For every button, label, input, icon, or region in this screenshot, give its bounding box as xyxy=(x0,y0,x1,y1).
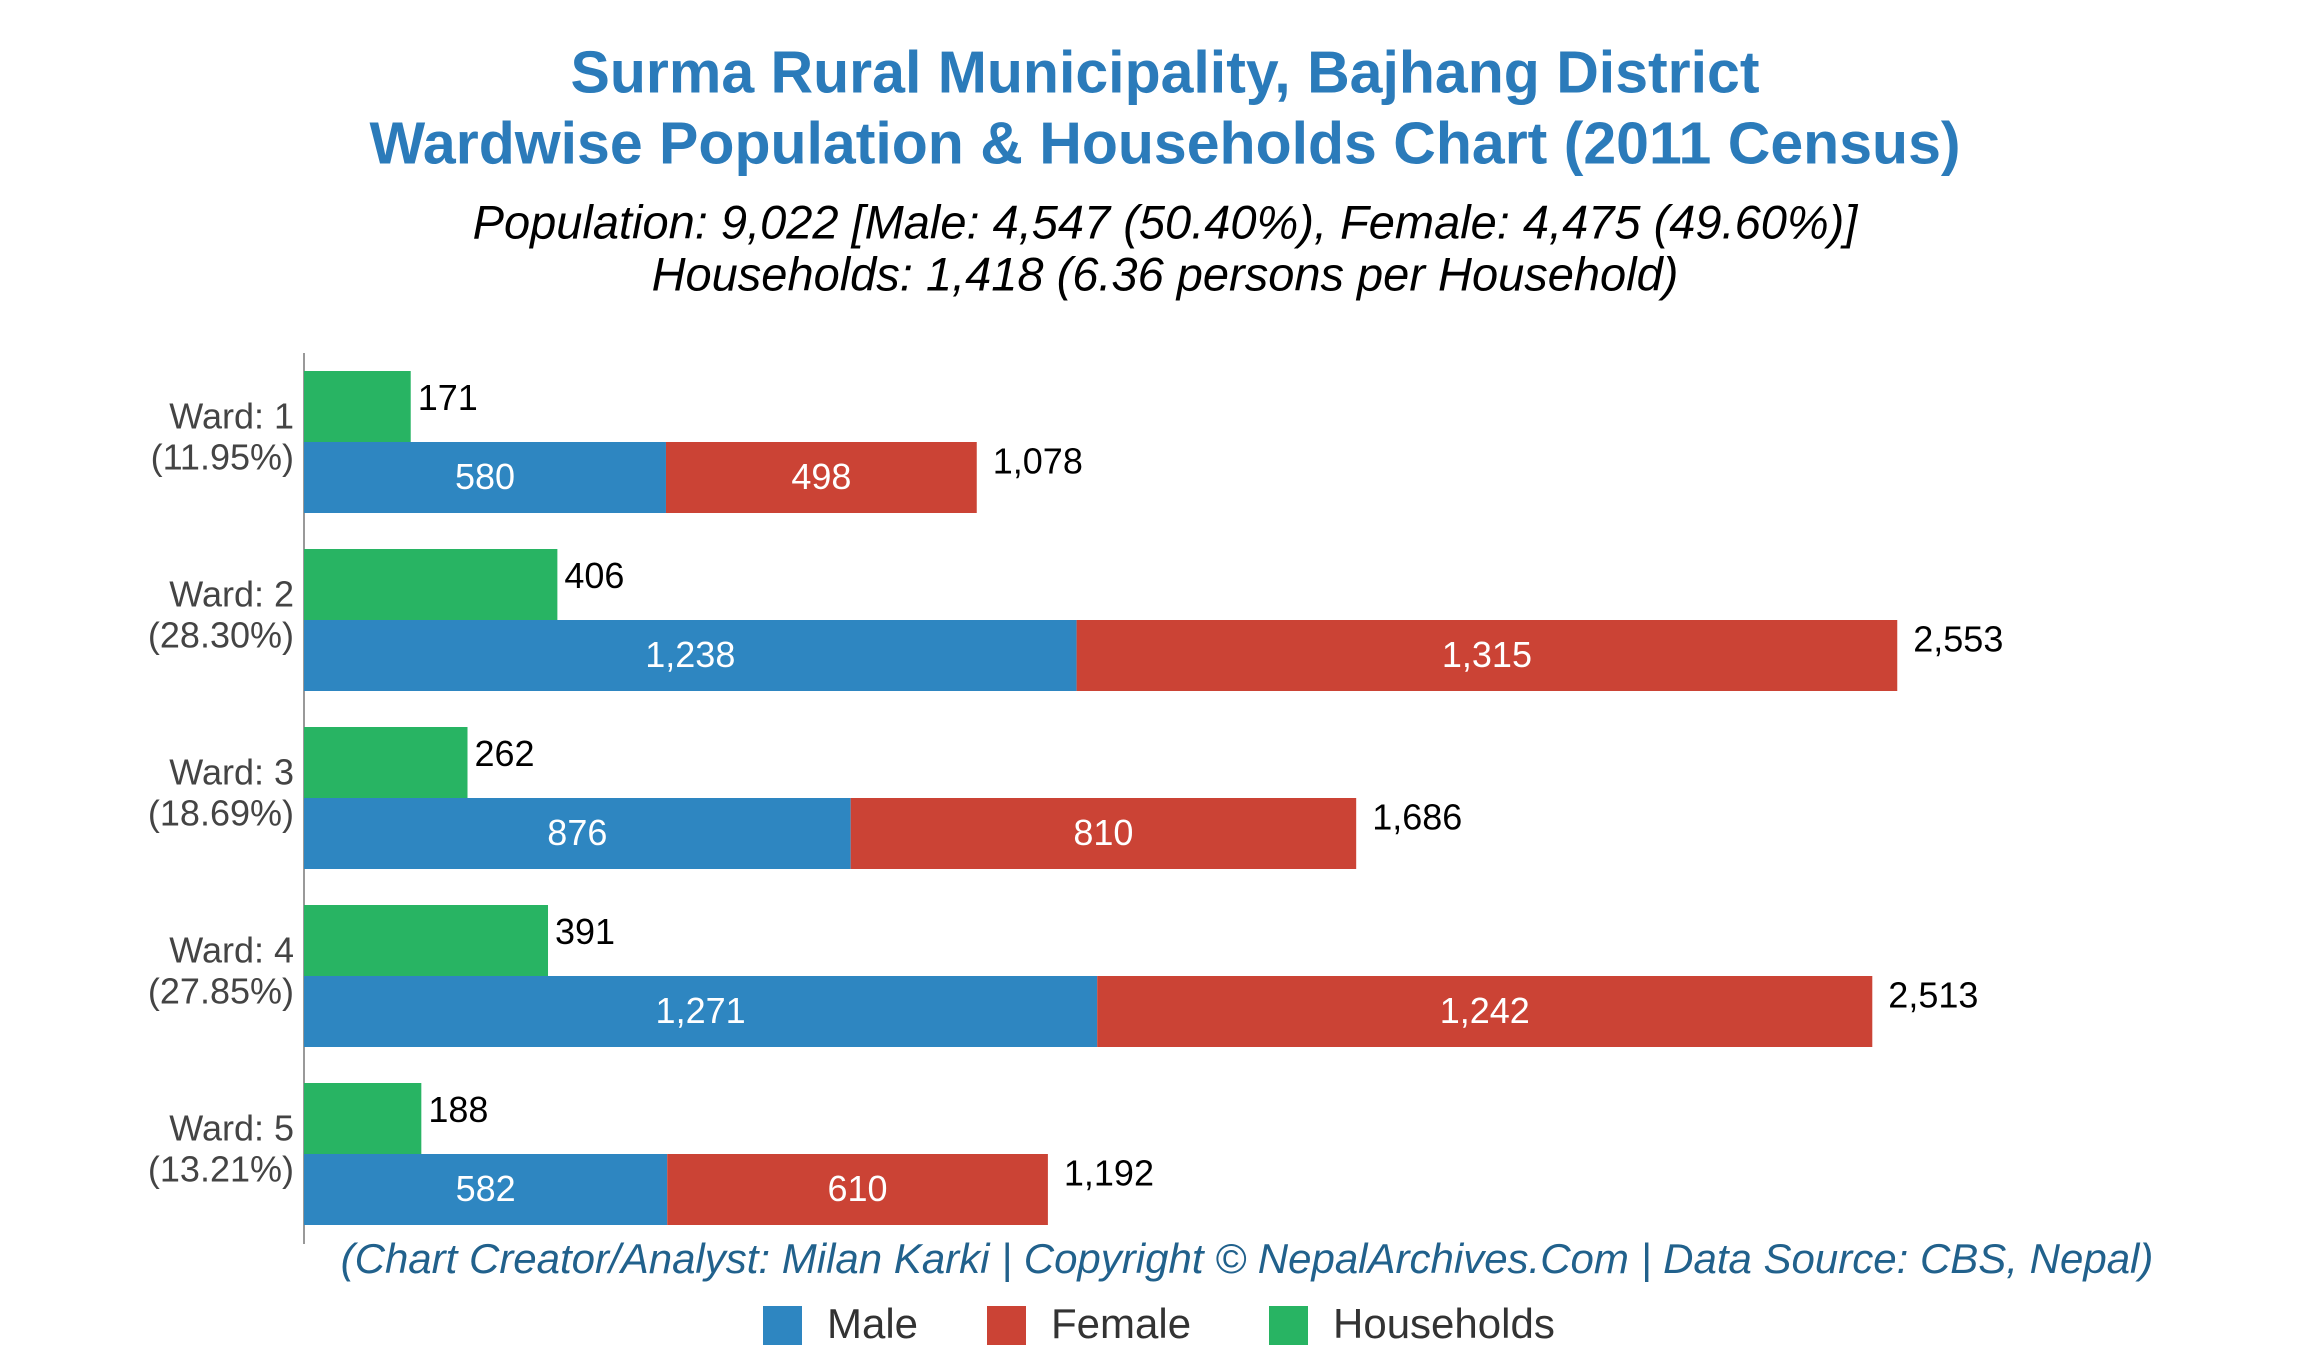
bar xyxy=(304,549,558,620)
bar xyxy=(665,442,977,513)
bar xyxy=(304,1083,422,1154)
category-share: (13.21%) xyxy=(148,1149,294,1190)
bar xyxy=(304,620,1077,691)
category-share: (28.30%) xyxy=(148,615,294,656)
category-share: (27.85%) xyxy=(148,971,294,1012)
total-label: 1,686 xyxy=(1372,797,1462,838)
total-label: 1,192 xyxy=(1064,1153,1154,1194)
bar xyxy=(304,442,666,513)
category-share: (18.69%) xyxy=(148,793,294,834)
bar-label: 1,238 xyxy=(645,634,735,675)
bar-label: 810 xyxy=(1073,812,1133,853)
category-share: (11.95%) xyxy=(151,437,294,478)
legend-swatch xyxy=(763,1306,802,1345)
category-label: Ward: 2 xyxy=(169,574,294,615)
summary: Population: 9,022 [Male: 4,547 (50.40%),… xyxy=(473,195,1859,248)
bar-label: 876 xyxy=(547,812,607,853)
bar-label: 580 xyxy=(455,456,515,497)
legend-swatch xyxy=(987,1306,1026,1345)
bar-label: 610 xyxy=(828,1168,888,1209)
total-label: 2,553 xyxy=(1913,619,2003,660)
bar xyxy=(1076,620,1898,691)
legend-label: Male xyxy=(827,1300,918,1347)
total-label: 1,078 xyxy=(993,441,1083,482)
bar xyxy=(1097,976,1873,1047)
bar-label: 262 xyxy=(475,733,535,774)
category-label: Ward: 3 xyxy=(169,752,294,793)
bar xyxy=(304,798,851,869)
category-label: Ward: 4 xyxy=(169,930,294,971)
summary: Households: 1,418 (6.36 persons per Hous… xyxy=(652,247,1679,300)
category-label: Ward: 1 xyxy=(169,396,294,437)
bar xyxy=(304,976,1098,1047)
legend-label: Female xyxy=(1051,1300,1191,1347)
bar-label: 188 xyxy=(428,1089,488,1130)
bar xyxy=(850,798,1357,869)
bar xyxy=(304,727,468,798)
chart-subtitle: Wardwise Population & Households Chart (… xyxy=(369,111,1960,177)
footer: (Chart Creator/Analyst: Milan Karki | Co… xyxy=(341,1235,2154,1283)
legend-label: Households xyxy=(1333,1300,1555,1347)
bar xyxy=(304,905,549,976)
chart-title: Surma Rural Municipality, Bajhang Distri… xyxy=(571,40,1760,106)
bar-label: 582 xyxy=(456,1168,516,1209)
bar xyxy=(304,1154,668,1225)
bar-label: 406 xyxy=(564,555,624,596)
bar xyxy=(667,1154,1048,1225)
bar-label: 498 xyxy=(791,456,851,497)
bar-label: 1,242 xyxy=(1440,990,1530,1031)
bar xyxy=(304,371,411,442)
category-label: Ward: 5 xyxy=(169,1108,294,1149)
legend-swatch xyxy=(1269,1306,1308,1345)
bar-label: 1,315 xyxy=(1442,634,1532,675)
bar-label: 391 xyxy=(555,911,615,952)
total-label: 2,513 xyxy=(1888,975,1978,1016)
bar-label: 171 xyxy=(418,377,478,418)
bar-label: 1,271 xyxy=(656,990,746,1031)
